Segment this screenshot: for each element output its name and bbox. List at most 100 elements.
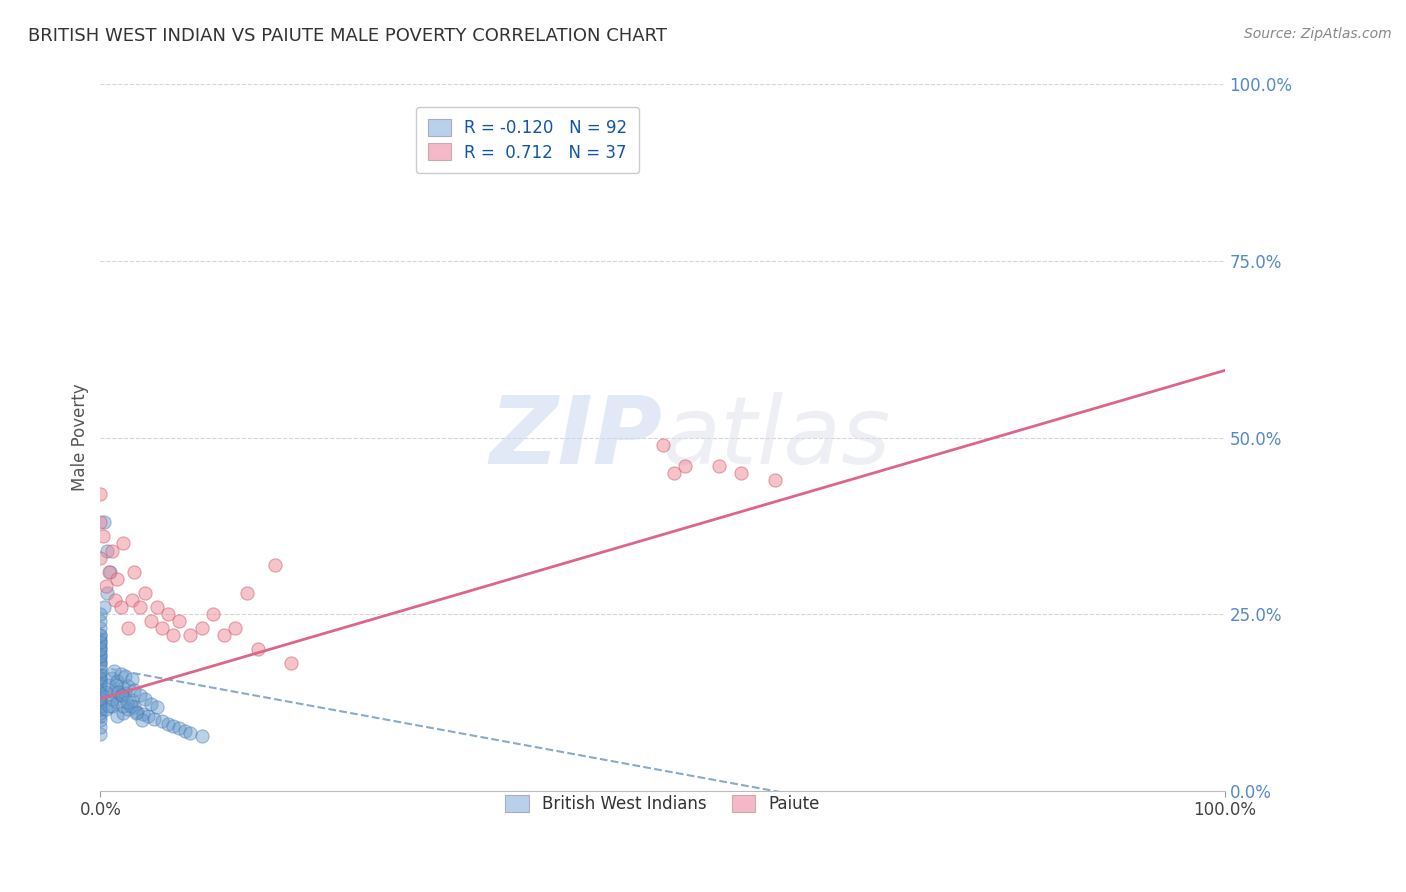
Point [111,681,134,696]
Point [121,672,143,686]
Point [117,621,139,635]
Point [173,723,195,738]
Point [145,700,167,714]
Point [89,639,111,653]
Point [100,691,122,706]
Point [89,691,111,706]
Point [110,667,132,681]
Point [263,558,285,572]
Point [162,628,184,642]
Point [89,649,111,664]
Point [673,458,696,473]
Point [134,691,156,706]
Point [89,678,111,692]
Point [105,678,128,692]
Point [114,686,136,700]
Text: Source: ZipAtlas.com: Source: ZipAtlas.com [1244,27,1392,41]
Point [128,688,150,702]
Point [89,702,111,716]
Point [111,698,134,713]
Point [104,593,127,607]
Point [105,695,128,709]
Point [89,642,111,657]
Point [103,684,125,698]
Point [89,660,111,674]
Point [651,437,673,451]
Point [139,614,162,628]
Point [89,671,111,685]
Point [89,664,111,678]
Point [212,628,235,642]
Point [111,706,134,720]
Point [105,572,128,586]
Point [179,628,201,642]
Y-axis label: Male Poverty: Male Poverty [72,384,89,491]
Point [100,543,122,558]
Point [131,713,153,727]
Point [150,714,173,729]
Point [105,709,128,723]
Text: BRITISH WEST INDIAN VS PAIUTE MALE POVERTY CORRELATION CHART: BRITISH WEST INDIAN VS PAIUTE MALE POVER… [28,27,666,45]
Point [224,621,246,635]
Point [143,712,166,726]
Point [89,621,111,635]
Point [107,684,129,698]
Point [105,674,128,689]
Point [127,705,149,719]
Point [89,720,111,734]
Point [89,695,111,709]
Point [100,671,122,685]
Point [730,466,752,480]
Text: ZIP: ZIP [489,392,662,483]
Point [89,635,111,649]
Point [89,649,111,664]
Point [110,688,132,702]
Point [662,466,685,480]
Point [246,642,269,657]
Point [98,698,121,713]
Point [280,657,302,671]
Point [150,621,173,635]
Point [89,709,111,723]
Point [89,684,111,698]
Point [201,607,224,621]
Point [707,458,730,473]
Point [110,599,132,614]
Point [89,678,111,692]
Point [89,667,111,681]
Point [89,487,111,501]
Point [93,599,115,614]
Point [89,628,111,642]
Point [96,586,118,600]
Point [89,635,111,649]
Point [190,729,212,743]
Point [94,684,117,698]
Point [125,706,148,720]
Point [121,693,143,707]
Point [98,565,121,579]
Point [89,706,111,720]
Point [167,722,190,736]
Point [763,473,786,487]
Point [190,621,212,635]
Point [139,698,162,712]
Point [134,586,156,600]
Point [114,669,136,683]
Point [117,702,139,716]
Legend: British West Indians, Paiute: British West Indians, Paiute [494,783,831,824]
Point [89,671,111,685]
Point [167,614,190,628]
Point [96,543,118,558]
Point [89,681,111,696]
Point [136,709,159,723]
Point [89,550,111,565]
Point [89,698,111,713]
Point [235,586,257,600]
Point [98,678,121,692]
Point [89,664,111,678]
Point [94,702,117,716]
Point [122,565,145,579]
Point [162,718,184,732]
Point [120,698,142,713]
Point [89,628,111,642]
